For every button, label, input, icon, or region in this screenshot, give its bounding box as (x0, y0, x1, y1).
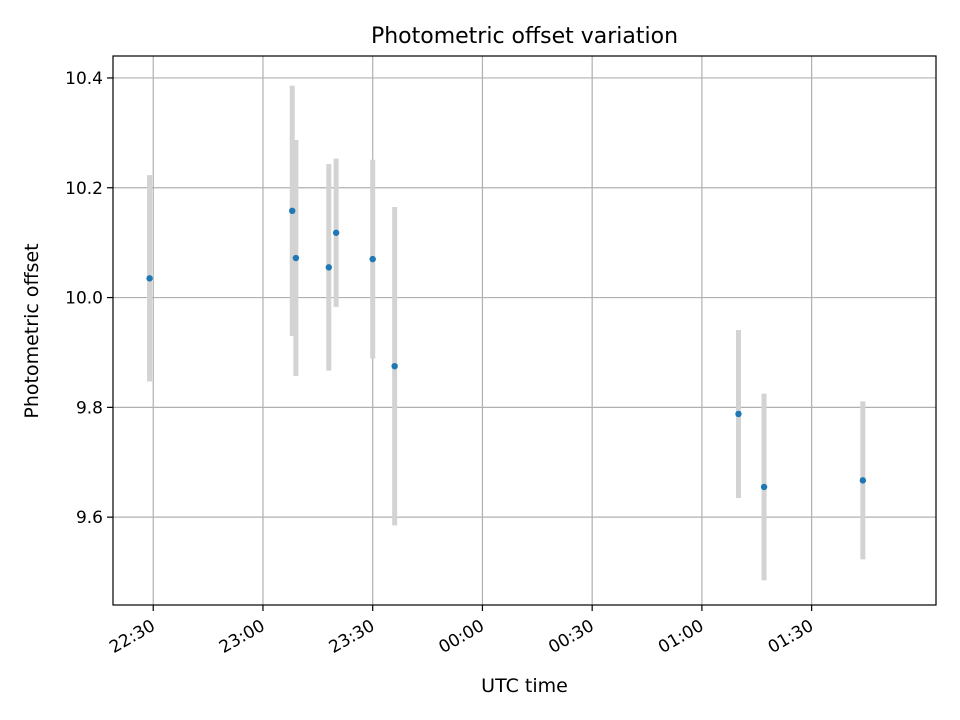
y-tick-label: 10.4 (65, 69, 103, 89)
data-point (146, 275, 153, 282)
y-axis-ticks: 9.6 9.8 10.0 10.2 10.4 (65, 69, 113, 528)
x-tick-label: 01:30 (765, 616, 817, 658)
data-point (391, 362, 398, 370)
y-tick-label: 10.0 (65, 289, 103, 309)
x-tick-label: 23:00 (216, 616, 268, 658)
data-point (332, 229, 340, 236)
x-tick-label: 22:30 (106, 616, 158, 658)
x-tick-label: 01:00 (655, 616, 707, 658)
plot-frame (112, 55, 937, 606)
data-point (289, 207, 296, 215)
grid-lines (113, 56, 936, 605)
x-axis-ticks: 22:30 23:00 23:30 00:00 00:30 01:00 01:30 (106, 605, 817, 658)
chart-title: Photometric offset variation (371, 24, 678, 49)
y-axis-label: Photometric offset (21, 243, 43, 418)
error-bars (147, 85, 866, 581)
data-point (760, 483, 768, 491)
data-point (735, 410, 742, 418)
x-tick-label: 00:00 (436, 616, 488, 658)
y-tick-label: 9.8 (76, 398, 103, 418)
x-tick-label: 23:30 (326, 616, 378, 658)
y-tick-label: 9.6 (76, 508, 103, 528)
data-point (292, 254, 300, 262)
data-point (859, 477, 867, 484)
x-tick-label: 00:30 (545, 616, 597, 658)
data-point (325, 264, 333, 271)
data-point (369, 255, 376, 263)
data-points (146, 207, 867, 491)
y-tick-label: 10.2 (65, 179, 103, 199)
x-axis-label: UTC time (481, 675, 568, 697)
